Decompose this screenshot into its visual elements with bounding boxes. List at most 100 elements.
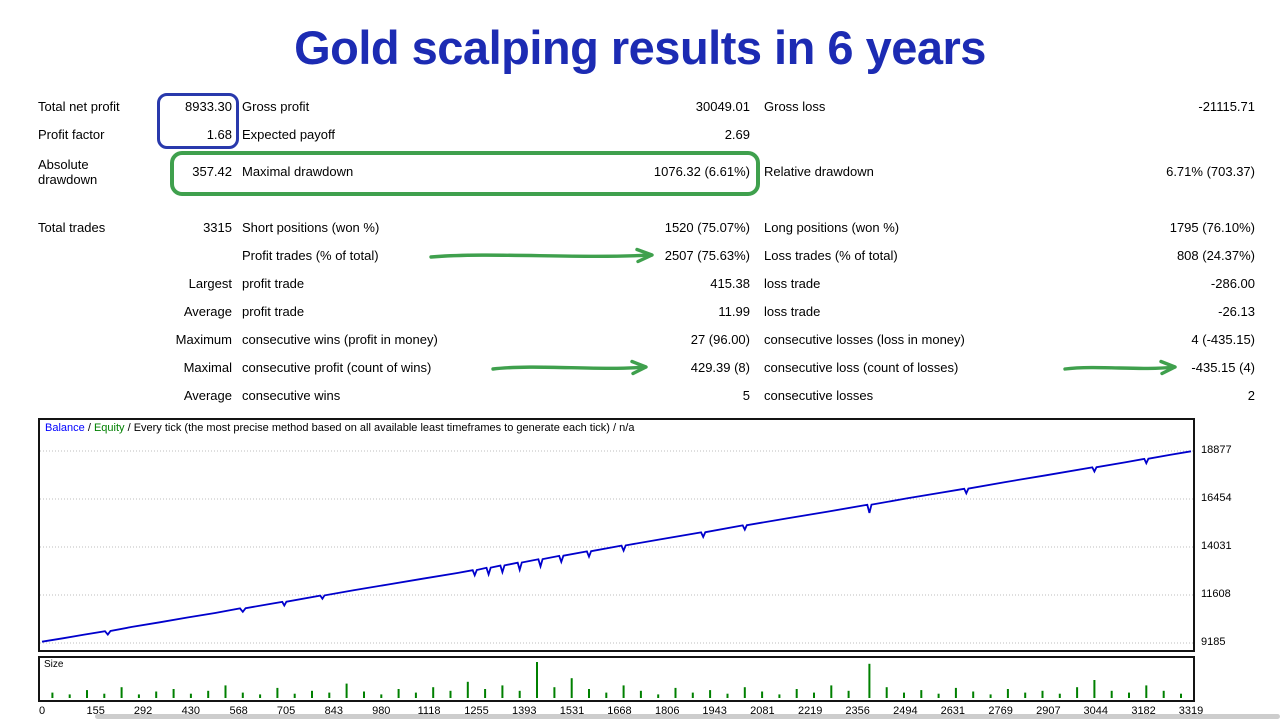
size-bar — [397, 689, 400, 698]
stat-label: consecutive losses (loss in money) — [764, 331, 965, 347]
size-bar — [954, 687, 957, 698]
stat-label: Total net profit — [38, 98, 120, 114]
stat-value: 808 (24.37%) — [1176, 247, 1255, 263]
size-bar — [536, 662, 538, 698]
size-bar — [830, 685, 833, 698]
size-bar — [795, 689, 798, 698]
stats-row: Total trades 3315 Short positions (won %) 1… — [38, 213, 1255, 241]
chart-header: Balance / Equity / Every tick (the most … — [40, 420, 1193, 437]
balance-line — [41, 450, 1192, 643]
size-bar — [657, 694, 660, 698]
stat-value: Average — [183, 303, 232, 319]
stat-label: consecutive losses — [764, 387, 874, 403]
size-bar — [466, 681, 469, 698]
size-bar — [1110, 690, 1113, 698]
size-bar — [518, 690, 521, 698]
size-bar — [137, 694, 140, 698]
balance-legend-label: Balance — [45, 422, 85, 434]
stat-label: Total trades — [38, 219, 106, 235]
size-bar — [885, 687, 888, 698]
model-quality-label: n/a — [619, 422, 635, 434]
y-axis-label: 14031 — [1201, 540, 1232, 552]
size-bar — [1024, 692, 1027, 698]
size-bar — [293, 693, 296, 698]
separator-text: / — [124, 422, 134, 434]
stats-row: Absolute drawdown 357.42 Maximal drawdown 1… — [38, 148, 1255, 195]
stat-value: 30049.01 — [695, 98, 750, 114]
size-bar — [51, 692, 54, 698]
stat-value: 1076.32 (6.61%) — [653, 164, 750, 179]
size-bar — [449, 690, 452, 698]
arrow-head — [635, 247, 654, 264]
stat-label: consecutive profit (count of wins) — [242, 359, 432, 375]
stat-value: -21115.71 — [1198, 98, 1255, 114]
size-bar — [68, 694, 71, 698]
stat-value: 11.99 — [718, 303, 750, 319]
size-bar — [1093, 680, 1096, 698]
size-bar — [120, 687, 123, 698]
size-bar — [605, 692, 608, 698]
horizontal-scrollbar[interactable] — [95, 714, 1280, 719]
size-bar — [103, 693, 106, 698]
stat-value: 429.39 (8) — [690, 359, 750, 375]
stat-value: 415.38 — [710, 275, 750, 291]
size-bar — [414, 692, 417, 698]
balance-svg — [40, 450, 1193, 644]
page-title: Gold scalping results in 6 years — [294, 21, 986, 74]
profit-trades-arrow-icon — [429, 247, 654, 264]
stat-value: 3315 — [203, 219, 232, 235]
stat-value: 357.42 — [192, 164, 232, 179]
arrow-head — [630, 359, 648, 376]
size-bar — [432, 687, 435, 698]
stats-row: Average consecutive wins 5 consecutive loss… — [38, 381, 1255, 409]
size-bar — [224, 685, 227, 698]
size-bar — [345, 683, 348, 698]
size-bar — [241, 692, 244, 698]
size-bar — [1162, 690, 1165, 698]
size-bar — [868, 663, 871, 698]
stat-label: Gross loss — [764, 98, 826, 114]
stat-label: Profit trades (% of total) — [242, 247, 379, 263]
arrow-line — [491, 365, 647, 371]
stats-row: Profit trades (% of total) 2507 (75.63%) L… — [38, 241, 1255, 269]
size-bar — [276, 687, 279, 698]
size-bar — [1058, 693, 1061, 698]
size-bar — [86, 690, 88, 698]
size-bar — [189, 693, 192, 698]
size-bar — [1076, 687, 1079, 698]
size-bar — [172, 689, 175, 698]
y-axis-label: 16454 — [1201, 492, 1232, 504]
size-bar — [691, 692, 694, 698]
stat-label: Maximal drawdown — [242, 164, 354, 179]
stat-label: loss trade — [764, 303, 821, 319]
separator-text: / — [609, 422, 620, 434]
size-bar — [972, 691, 975, 698]
stat-value: 2507 (75.63%) — [664, 247, 750, 263]
size-bar — [1128, 692, 1130, 698]
size-bar — [726, 693, 729, 698]
stat-label: Long positions (won %) — [764, 219, 900, 235]
separator-text: / — [84, 422, 94, 434]
y-axis-label: 9185 — [1201, 636, 1226, 648]
size-bar — [903, 692, 905, 698]
size-bar — [328, 692, 331, 698]
size-bar — [1041, 690, 1044, 698]
size-bar — [311, 690, 313, 698]
stat-value: Largest — [188, 275, 232, 291]
size-panel: Size — [38, 656, 1195, 702]
size-bar — [743, 687, 746, 698]
size-bar — [484, 689, 487, 698]
stats-row: Maximum consecutive wins (profit in money… — [38, 325, 1255, 353]
size-bar — [588, 689, 590, 698]
stat-value: 1795 (76.10%) — [1169, 219, 1255, 235]
stats-row: Total net profit 8933.30 Gross profit 30049… — [38, 92, 1255, 120]
stat-value: 2.69 — [724, 126, 750, 142]
stat-value: Average — [183, 387, 232, 403]
stat-label: Absolute drawdown — [38, 156, 98, 187]
size-bar — [920, 690, 923, 698]
stat-value: 1.68 — [206, 126, 232, 142]
stat-label: consecutive wins — [242, 387, 341, 403]
size-bar — [259, 694, 262, 698]
size-bar — [207, 690, 210, 698]
size-bar — [778, 694, 781, 698]
